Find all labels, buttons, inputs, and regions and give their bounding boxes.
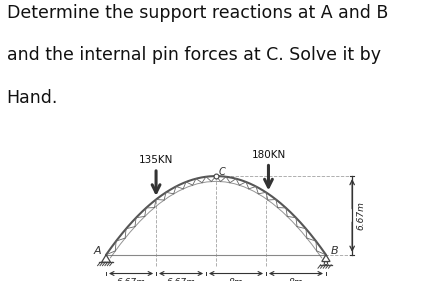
Text: C: C xyxy=(218,167,225,176)
Text: Determine the support reactions at A and B: Determine the support reactions at A and… xyxy=(7,4,388,22)
Text: 8m: 8m xyxy=(229,278,243,281)
Text: and the internal pin forces at C. Solve it by: and the internal pin forces at C. Solve … xyxy=(7,46,381,64)
Text: 135KN: 135KN xyxy=(139,155,173,166)
Text: 6.67m: 6.67m xyxy=(357,201,366,230)
Text: 180KN: 180KN xyxy=(251,150,286,160)
Text: Hand.: Hand. xyxy=(7,89,58,106)
Text: 8m: 8m xyxy=(289,278,303,281)
Text: 6.67m: 6.67m xyxy=(167,278,195,281)
Text: A: A xyxy=(94,246,101,256)
Text: B: B xyxy=(330,246,338,256)
Text: 6.67m: 6.67m xyxy=(117,278,146,281)
